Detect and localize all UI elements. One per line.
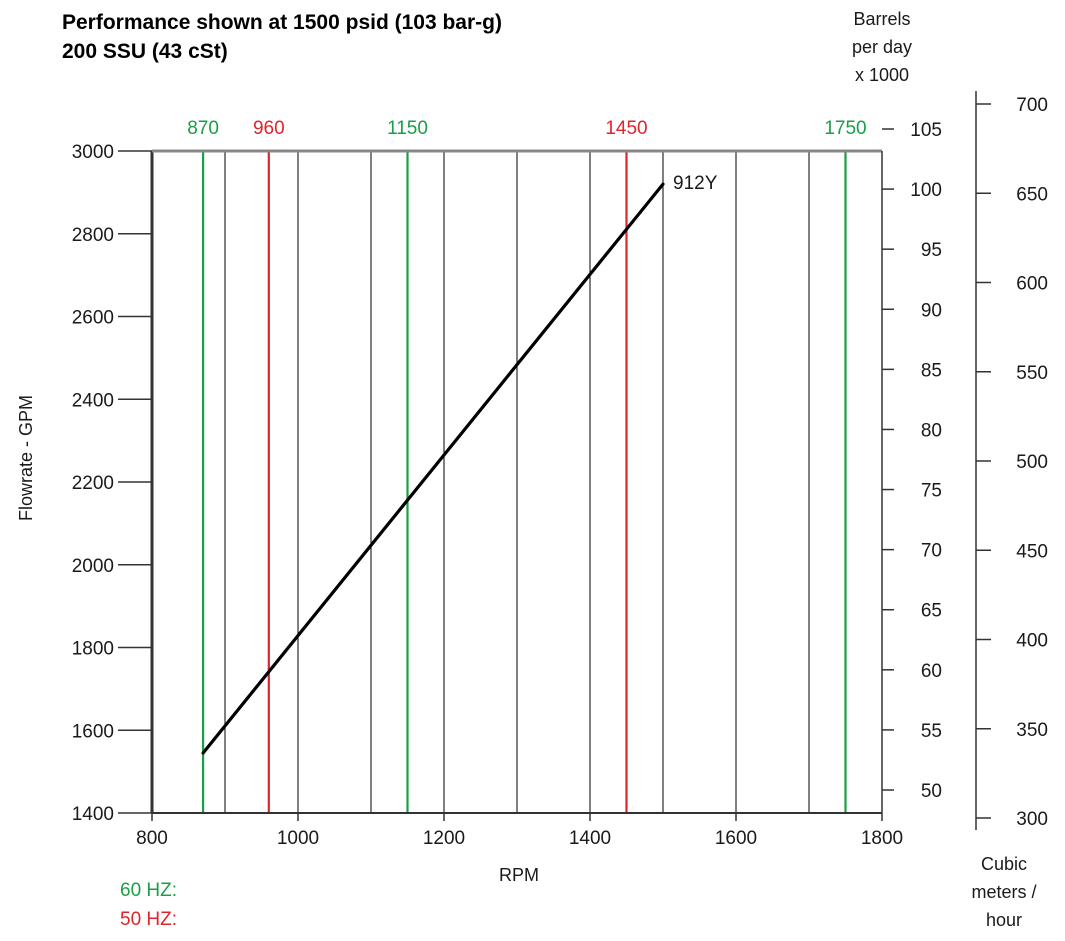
x-tick-label-1400: 1400 xyxy=(569,828,611,849)
barrels-tick-label-70: 70 xyxy=(921,541,942,562)
y-tick-label-1600: 1600 xyxy=(72,721,114,742)
chart-title-line-1: Performance shown at 1500 psid (103 bar-… xyxy=(62,11,502,34)
y-tick-label-2800: 2800 xyxy=(72,225,114,246)
series-label-0: 912Y xyxy=(673,173,718,194)
x-tick-label-1200: 1200 xyxy=(423,828,465,849)
barrels-axis: 50 55 60 65 70 75 80 85 90 95 100 105 xyxy=(882,120,942,802)
speed-lines: 870 960 1150 1450 1750 xyxy=(187,118,867,813)
y-axis-ticks: 1400 1600 1800 2000 2200 2400 2600 2800 3000 xyxy=(72,142,152,825)
y-tick-label-2000: 2000 xyxy=(72,556,114,577)
legend-50hz: 50 HZ: xyxy=(120,909,177,930)
speed-label-870: 870 xyxy=(187,118,219,139)
cubic-tick-label-350: 350 xyxy=(1016,720,1048,741)
grid-lines xyxy=(224,151,810,813)
barrels-axis-label-line-2: per day xyxy=(852,37,912,57)
cubic-tick-label-650: 650 xyxy=(1016,184,1048,205)
series-line-0 xyxy=(201,182,665,755)
x-axis-label: RPM xyxy=(499,865,539,885)
barrels-tick-label-80: 80 xyxy=(921,420,942,441)
cubic-axis-label-line-3: hour xyxy=(986,910,1022,930)
cubic-axis-label-line-2: meters / xyxy=(971,882,1036,902)
x-tick-label-1600: 1600 xyxy=(715,828,757,849)
barrels-axis-label-line-3: x 1000 xyxy=(855,65,909,85)
barrels-tick-label-75: 75 xyxy=(921,481,942,502)
x-axis-ticks: 800 1000 1200 1400 1600 1800 xyxy=(136,813,903,849)
cubic-tick-label-700: 700 xyxy=(1016,95,1048,116)
barrels-tick-label-90: 90 xyxy=(921,300,942,321)
y-tick-label-3000: 3000 xyxy=(72,142,114,163)
y-tick-label-2200: 2200 xyxy=(72,473,114,494)
y-axis-label: Flowrate - GPM xyxy=(16,395,36,521)
y-tick-label-2600: 2600 xyxy=(72,308,114,329)
cubic-tick-label-400: 400 xyxy=(1016,631,1048,652)
cubic-tick-label-500: 500 xyxy=(1016,452,1048,473)
x-tick-label-800: 800 xyxy=(136,828,168,849)
cubic-tick-label-450: 450 xyxy=(1016,541,1048,562)
barrels-tick-label-60: 60 xyxy=(921,661,942,682)
barrels-tick-label-85: 85 xyxy=(921,360,942,381)
y-tick-label-1400: 1400 xyxy=(72,804,114,825)
cubic-tick-label-600: 600 xyxy=(1016,274,1048,295)
x-tick-label-1000: 1000 xyxy=(277,828,319,849)
legend-60hz: 60 HZ: xyxy=(120,880,177,901)
chart-title-line-2: 200 SSU (43 cSt) xyxy=(62,40,228,63)
barrels-tick-label-100: 100 xyxy=(910,180,942,201)
barrels-tick-label-65: 65 xyxy=(921,601,942,622)
x-tick-label-1800: 1800 xyxy=(861,828,903,849)
y-tick-label-1800: 1800 xyxy=(72,639,114,660)
barrels-tick-label-95: 95 xyxy=(921,240,942,261)
series-layer: 912Y xyxy=(201,173,718,755)
barrels-tick-label-55: 55 xyxy=(921,721,942,742)
y-tick-label-2400: 2400 xyxy=(72,390,114,411)
barrels-tick-label-105: 105 xyxy=(910,120,942,141)
cubic-tick-label-550: 550 xyxy=(1016,363,1048,384)
cubic-tick-label-300: 300 xyxy=(1016,809,1048,830)
speed-label-1750: 1750 xyxy=(824,118,866,139)
speed-label-1450: 1450 xyxy=(605,118,647,139)
speed-label-1150: 1150 xyxy=(387,118,428,139)
speed-label-960: 960 xyxy=(253,118,285,139)
cubic-meters-axis: 300 350 400 450 500 550 600 650 700 xyxy=(975,91,1048,830)
cubic-axis-label-line-1: Cubic xyxy=(981,854,1027,874)
barrels-axis-label-line-1: Barrels xyxy=(853,9,910,29)
barrels-tick-label-50: 50 xyxy=(921,781,942,802)
